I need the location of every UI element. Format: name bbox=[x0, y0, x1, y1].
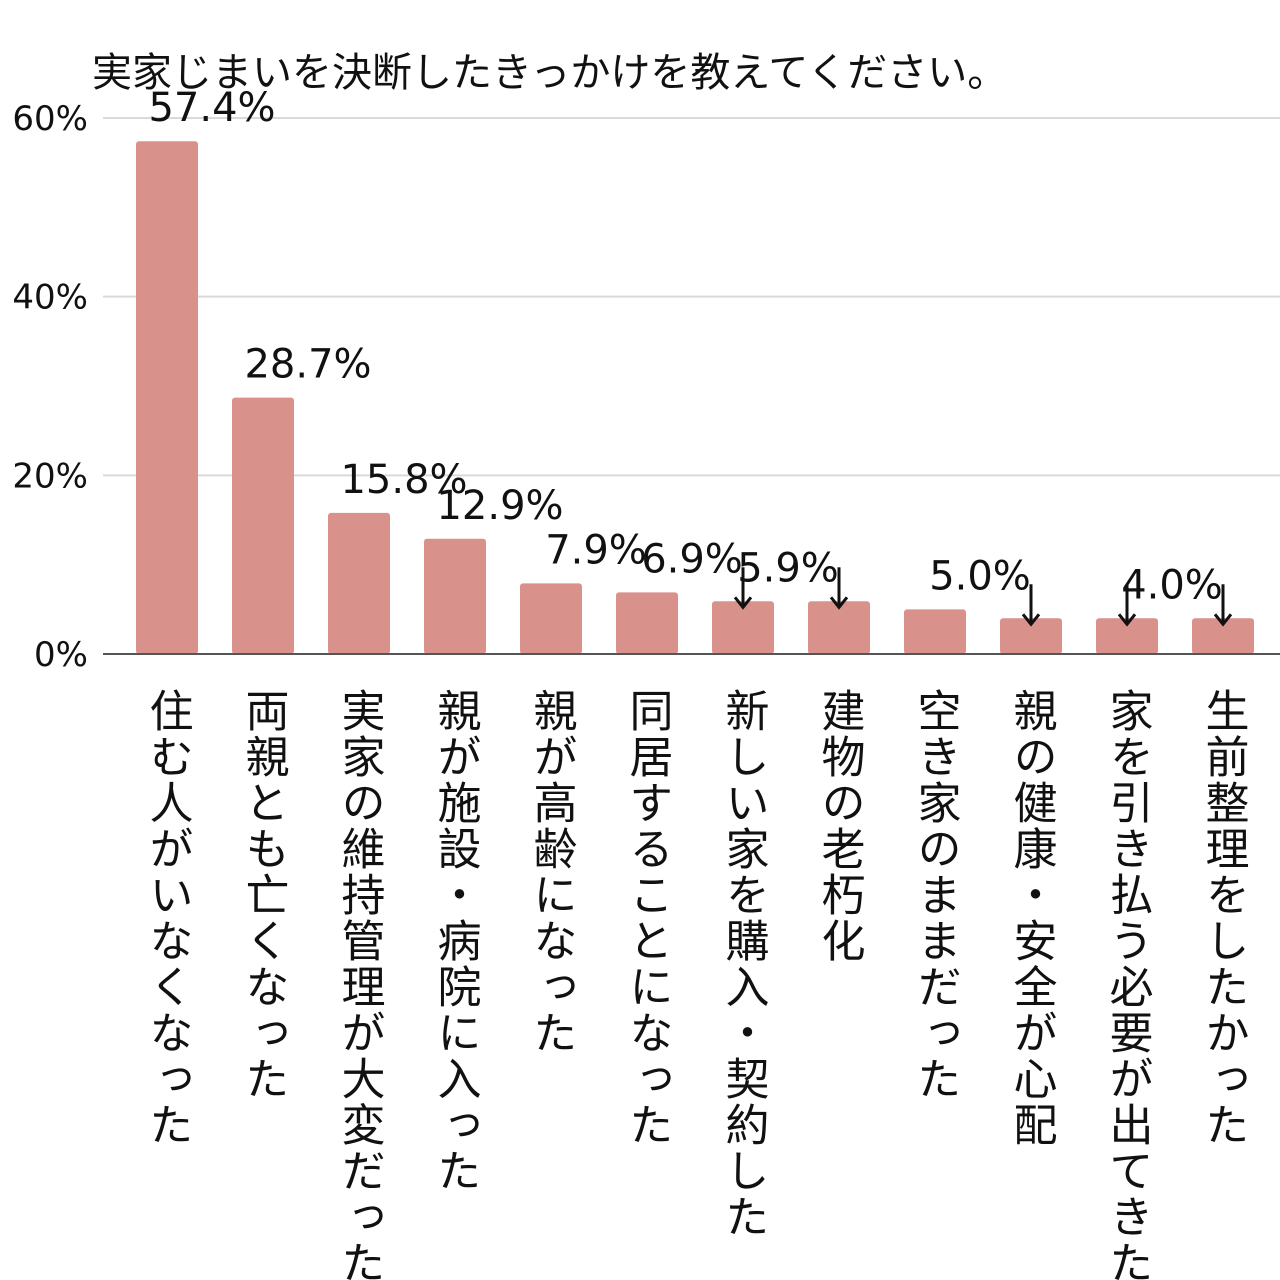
data-label: 57.4% bbox=[148, 85, 275, 131]
category-label: 新しい家を購入・契約した bbox=[718, 688, 769, 1240]
data-label: 4.0% bbox=[1121, 562, 1223, 608]
data-label: 5.9% bbox=[737, 545, 839, 591]
bar bbox=[232, 397, 294, 654]
category-label: 親が高齢になった bbox=[526, 688, 577, 1056]
y-tick-label: 0% bbox=[34, 635, 88, 675]
down-arrow-icon bbox=[1213, 584, 1233, 627]
chart-title: 実家じまいを決断したきっかけを教えてください。 bbox=[92, 50, 1007, 96]
y-axis-ticks: 0% 20% 40% 60% bbox=[12, 99, 88, 675]
bar bbox=[808, 601, 870, 654]
bar bbox=[520, 583, 582, 654]
y-tick-label: 60% bbox=[12, 99, 88, 139]
bar bbox=[328, 512, 390, 654]
bar bbox=[1000, 618, 1062, 654]
category-labels: 住む人がいなくなった 両親とも亡くなった 実家の維持管理が大変だった 親が施設・病院に… bbox=[142, 688, 1249, 1280]
bar bbox=[136, 141, 198, 654]
category-label: 生前整理をしたかった bbox=[1198, 688, 1249, 1148]
bar bbox=[712, 601, 774, 654]
category-label: 同居することになった bbox=[622, 688, 673, 1148]
category-label: 親の健康・安全が心配 bbox=[1006, 688, 1057, 1148]
gridlines bbox=[103, 117, 1280, 477]
down-arrow-icon bbox=[829, 567, 849, 610]
bar bbox=[616, 592, 678, 654]
bar bbox=[1096, 618, 1158, 654]
category-label: 実家の維持管理が大変だった bbox=[334, 688, 385, 1280]
y-tick-label: 40% bbox=[12, 278, 88, 318]
category-label: 建物の老朽化 bbox=[814, 688, 865, 964]
bar bbox=[1192, 618, 1254, 654]
down-arrow-icon bbox=[733, 567, 753, 610]
category-label: 親が施設・病院に入った bbox=[430, 688, 481, 1194]
data-label: 5.0% bbox=[929, 553, 1031, 599]
data-label: 6.9% bbox=[641, 536, 743, 582]
category-label: 住む人がいなくなった bbox=[142, 688, 193, 1148]
down-arrow-icon bbox=[1117, 584, 1137, 627]
category-label: 両親とも亡くなった bbox=[238, 688, 289, 1102]
category-label: 空き家のままだった bbox=[910, 688, 961, 1102]
data-labels: 57.4% 28.7% 15.8%12.9%7.9%6.9%5.9% 5.0% 4.0% bbox=[148, 85, 1233, 627]
y-tick-label: 20% bbox=[12, 456, 88, 496]
data-label: 28.7% bbox=[244, 342, 371, 388]
category-label: 家を引き払う必要が出てきた bbox=[1102, 688, 1153, 1280]
data-label: 7.9% bbox=[545, 527, 647, 573]
down-arrow-icon bbox=[1021, 584, 1041, 627]
data-label: 15.8% bbox=[340, 457, 467, 503]
bar bbox=[904, 609, 966, 654]
bars bbox=[136, 141, 1254, 654]
bar bbox=[424, 538, 486, 654]
data-label: 12.9% bbox=[436, 483, 563, 529]
